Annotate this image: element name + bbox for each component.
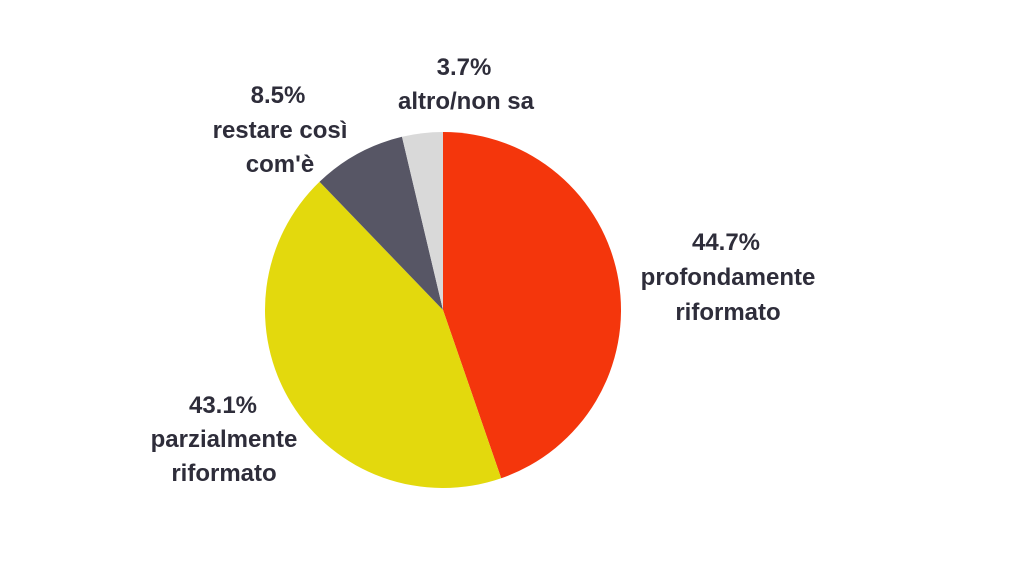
slice-label-name-restare-cosi-come-line1: restare così (213, 117, 348, 144)
pie-slice-restare-cosi-come (319, 136, 443, 310)
slices-layer (264, 132, 622, 489)
pie-slice-altro-non-sa (401, 132, 443, 310)
pie-slice-profondamente-riformato (443, 132, 622, 479)
slice-label-value-altro-non-sa: 3.7% (437, 54, 492, 81)
slice-label-name-profondamente-riformato-line1: profondamente (641, 264, 816, 291)
slice-label-name-profondamente-riformato-line2: riformato (675, 299, 780, 326)
slice-label-value-parzialmente-riformato: 43.1% (189, 392, 257, 419)
slice-label-name-parzialmente-riformato-line1: parzialmente (151, 426, 298, 453)
pie-slice-parzialmente-riformato (264, 181, 502, 489)
slice-label-name-parzialmente-riformato-line2: riformato (171, 460, 276, 487)
labels-layer: 44.7% profondamente riformato 43.1% parz… (151, 54, 816, 487)
slice-label-value-profondamente-riformato: 44.7% (692, 229, 760, 256)
slice-label-value-restare-cosi-come: 8.5% (251, 82, 306, 109)
slice-label-name-altro-non-sa: altro/non sa (398, 88, 535, 115)
slice-label-name-restare-cosi-come-line2: com'è (246, 151, 314, 178)
